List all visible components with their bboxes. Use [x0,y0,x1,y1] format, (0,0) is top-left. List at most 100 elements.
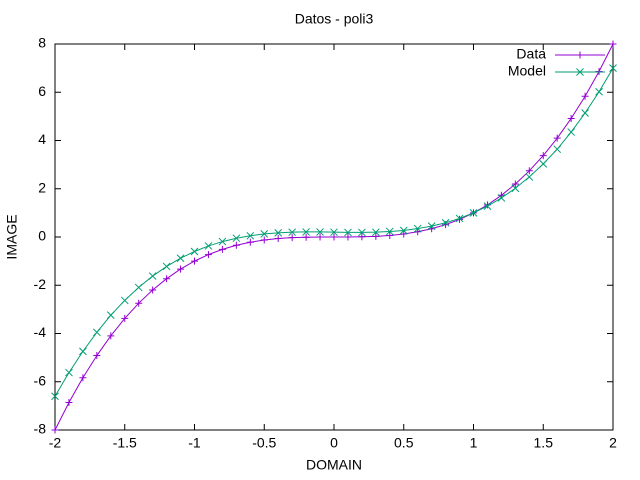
data-point [107,332,115,340]
data-point [316,228,324,236]
y-tick-label: 8 [38,35,46,51]
data-point [148,272,157,280]
data-point [344,233,352,241]
data-point [525,167,533,175]
data-point [204,251,212,259]
y-tick-label: -2 [34,276,47,292]
data-point [539,152,547,160]
data-point [106,311,115,320]
legend-marker [576,68,584,76]
chart-title: Datos - poli3 [295,11,374,27]
y-tick-label: 0 [38,228,46,244]
data-point [177,265,185,273]
data-point [399,226,408,235]
y-tick-label: -4 [34,324,47,340]
data-point [120,296,129,305]
data-point [344,228,352,237]
data-point [358,233,366,241]
y-axis-label: IMAGE [4,214,20,259]
data-point [65,368,73,377]
data-point [469,209,478,217]
data-point [553,134,561,142]
data-point [162,262,171,271]
data-point [121,314,129,322]
data-point [79,347,87,356]
data-point [51,426,59,434]
data-point [135,299,143,307]
data-point [204,242,213,250]
data-point [567,114,575,122]
x-tick-label: -2 [49,435,62,451]
data-point [511,184,520,193]
data-point [51,392,59,401]
data-point [232,234,241,243]
legend-label: Model [508,63,546,79]
data-point [79,374,87,382]
data-point [581,92,589,100]
data-point [288,228,297,237]
data-point [232,241,240,249]
data-point [358,228,366,237]
data-point [134,283,143,292]
data-point [414,228,422,236]
y-tick-label: -8 [34,421,47,437]
data-point [372,232,380,240]
y-tick-label: 2 [38,179,46,195]
data-point [609,64,617,72]
x-tick-label: 0 [330,435,338,451]
data-point [246,238,254,246]
data-point [413,224,422,233]
data-point [400,230,408,238]
data-point [609,40,617,48]
x-axis-label: DOMAIN [306,457,362,473]
data-point [260,230,269,238]
data-point [93,352,101,360]
data-point [191,257,198,265]
data-point [427,222,436,230]
data-point [441,218,450,227]
data-point [274,235,282,243]
x-tick-label: 2 [609,435,617,451]
data-point [218,245,226,253]
data-point [218,237,227,246]
x-tick-label: -1 [188,435,201,451]
x-tick-label: 0.5 [394,435,414,451]
data-point [595,87,603,96]
data-point [302,233,310,241]
legend-label: Data [516,46,546,62]
data-point [511,180,519,188]
data-point [176,254,185,263]
data-point [149,286,157,294]
y-tick-label: 4 [38,131,46,147]
data-point [260,236,268,244]
x-tick-label: 1.5 [534,435,554,451]
data-point [567,128,576,136]
x-tick-label: -1.5 [113,435,137,451]
data-point [288,234,296,242]
data-point [190,247,199,256]
data-point [371,228,380,237]
y-tick-label: -6 [34,372,47,388]
data-point [302,228,310,236]
legend-marker [576,51,584,59]
data-point [539,160,548,168]
data-point [316,233,324,241]
data-point [525,173,534,181]
y-tick-label: 6 [38,83,46,99]
data-point [385,227,394,236]
x-tick-label: -0.5 [252,435,276,451]
data-point [483,202,492,210]
data-point [65,398,73,406]
data-point [92,328,101,337]
x-tick-label: 1 [470,435,478,451]
data-point [274,229,283,237]
data-point [386,231,394,239]
data-point [455,214,464,223]
data-point [330,233,338,241]
data-point [553,145,562,154]
data-point [163,275,171,283]
data-point [330,228,338,237]
data-point [246,231,255,240]
data-point [581,109,589,117]
